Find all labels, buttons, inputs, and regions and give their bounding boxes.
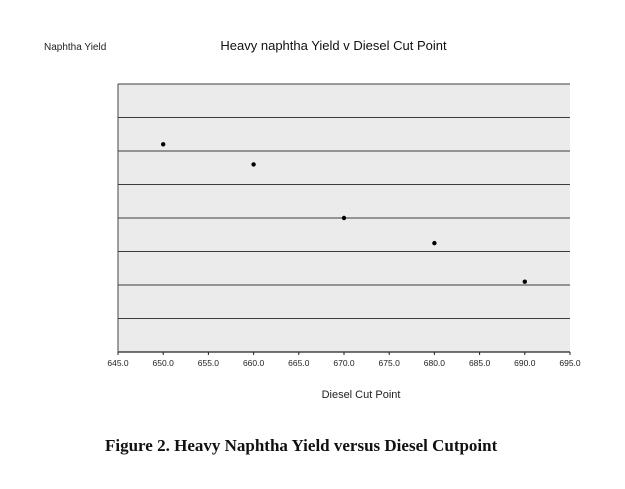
data-point <box>161 142 166 147</box>
x-tick-label: 670.0 <box>333 358 355 368</box>
x-tick-label: 655.0 <box>198 358 220 368</box>
x-ticks: 645.0 650.0 655.0 660.0 665.0 670.0 675.0 680.0… <box>107 352 581 368</box>
x-tick-label: 645.0 <box>107 358 129 368</box>
y-axis-label: Naphtha Yield <box>44 42 107 53</box>
data-point <box>251 162 256 167</box>
x-tick-label: 680.0 <box>424 358 446 368</box>
data-point <box>341 215 347 221</box>
x-tick-label: 695.0 <box>559 358 581 368</box>
x-tick-label: 650.0 <box>153 358 175 368</box>
x-tick-label: 690.0 <box>514 358 536 368</box>
data-point <box>522 279 527 284</box>
data-point <box>432 240 437 246</box>
x-tick-label: 660.0 <box>243 358 265 368</box>
data-points <box>161 142 527 284</box>
x-tick-label: 665.0 <box>288 358 310 368</box>
figure-caption: Figure 2. Heavy Naphtha Yield versus Die… <box>105 436 498 455</box>
x-tick-label: 685.0 <box>469 358 491 368</box>
x-tick-label: 675.0 <box>379 358 401 368</box>
x-axis-label: Diesel Cut Point <box>321 389 401 401</box>
chart-title: Heavy naphtha Yield v Diesel Cut Point <box>220 38 447 53</box>
